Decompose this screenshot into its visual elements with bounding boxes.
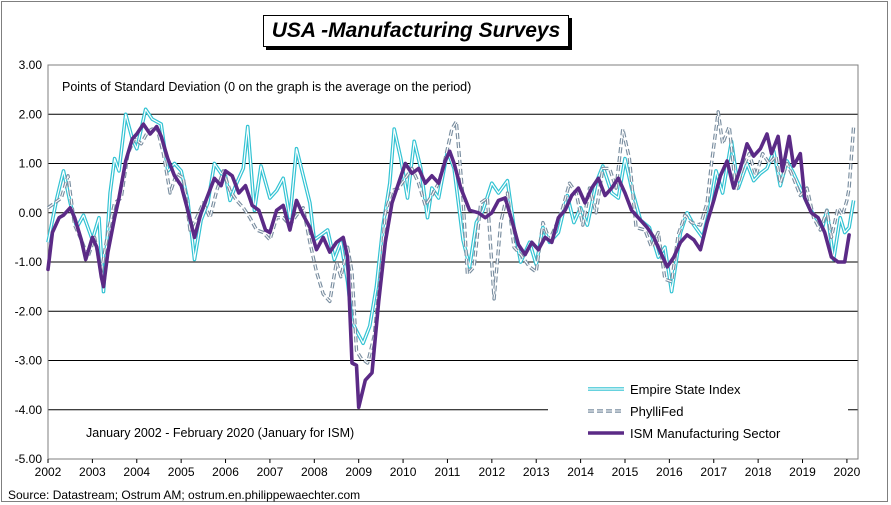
x-tick-label: 2010 — [390, 465, 417, 479]
x-tick-label: 2002 — [35, 465, 62, 479]
series-line-empire-state-index-inner — [47, 108, 855, 344]
legend-label: ISM Manufacturing Sector — [630, 426, 781, 441]
x-tick-label: 2020 — [834, 465, 861, 479]
x-tick-label: 2009 — [345, 465, 372, 479]
chart-title-box: USA -Manufacturing Surveys — [263, 15, 569, 47]
x-axis-tick-labels: 2002 2003 2004 2005 2006 2007 2008 2009 2010 2011… — [35, 459, 861, 479]
y-tick-label: -5.00 — [15, 452, 43, 466]
x-tick-label: 2007 — [257, 465, 284, 479]
series-lines — [46, 107, 856, 410]
series-line-phyllifed-inner — [47, 111, 855, 364]
x-tick-label: 2005 — [168, 465, 195, 479]
y-tick-label: 3.00 — [19, 58, 43, 72]
y-tick-label: -2.00 — [15, 304, 43, 318]
x-tick-label: 2008 — [301, 465, 328, 479]
y-tick-label: 1.00 — [19, 157, 43, 171]
source-note: Source: Datastream; Ostrum AM; ostrum.en… — [8, 488, 361, 502]
x-tick-label: 2013 — [523, 465, 550, 479]
chart-annotation: January 2002 - February 2020 (January fo… — [86, 426, 354, 440]
x-tick-label: 2015 — [612, 465, 639, 479]
series-line-empire-state-index — [46, 107, 856, 346]
x-tick-label: 2019 — [789, 465, 816, 479]
x-tick-label: 2018 — [745, 465, 772, 479]
y-tick-label: 2.00 — [19, 107, 43, 121]
x-tick-label: 2011 — [435, 465, 461, 479]
y-tick-label: -1.00 — [15, 255, 43, 269]
series-line-ism-manufacturing-sector — [46, 122, 851, 410]
legend-label: PhylliFed — [630, 404, 683, 419]
annotation-background — [70, 420, 420, 444]
y-axis-tick-labels: 3.00 2.00 1.00 0.00 -1.00 -2.00 -3.00 -4.00 -5.0… — [15, 58, 43, 466]
chart-title: USA -Manufacturing Surveys — [271, 19, 561, 42]
legend-label: Empire State Index — [630, 382, 741, 397]
x-tick-label: 2003 — [79, 465, 106, 479]
x-tick-label: 2004 — [123, 465, 150, 479]
y-tick-label: 0.00 — [19, 206, 43, 220]
x-tick-label: 2016 — [656, 465, 683, 479]
series-line-phyllifed — [46, 110, 856, 365]
y-tick-label: -3.00 — [15, 354, 43, 368]
x-tick-label: 2014 — [567, 465, 594, 479]
y-tick-label: -4.00 — [15, 403, 43, 417]
legend: Empire State Index PhylliFed ISM Manufactu… — [588, 382, 781, 441]
x-tick-label: 2006 — [212, 465, 239, 479]
chart-subtitle: Points of Standard Deviation (0 on the g… — [62, 80, 471, 94]
x-tick-label: 2012 — [478, 465, 505, 479]
x-tick-label: 2017 — [700, 465, 727, 479]
